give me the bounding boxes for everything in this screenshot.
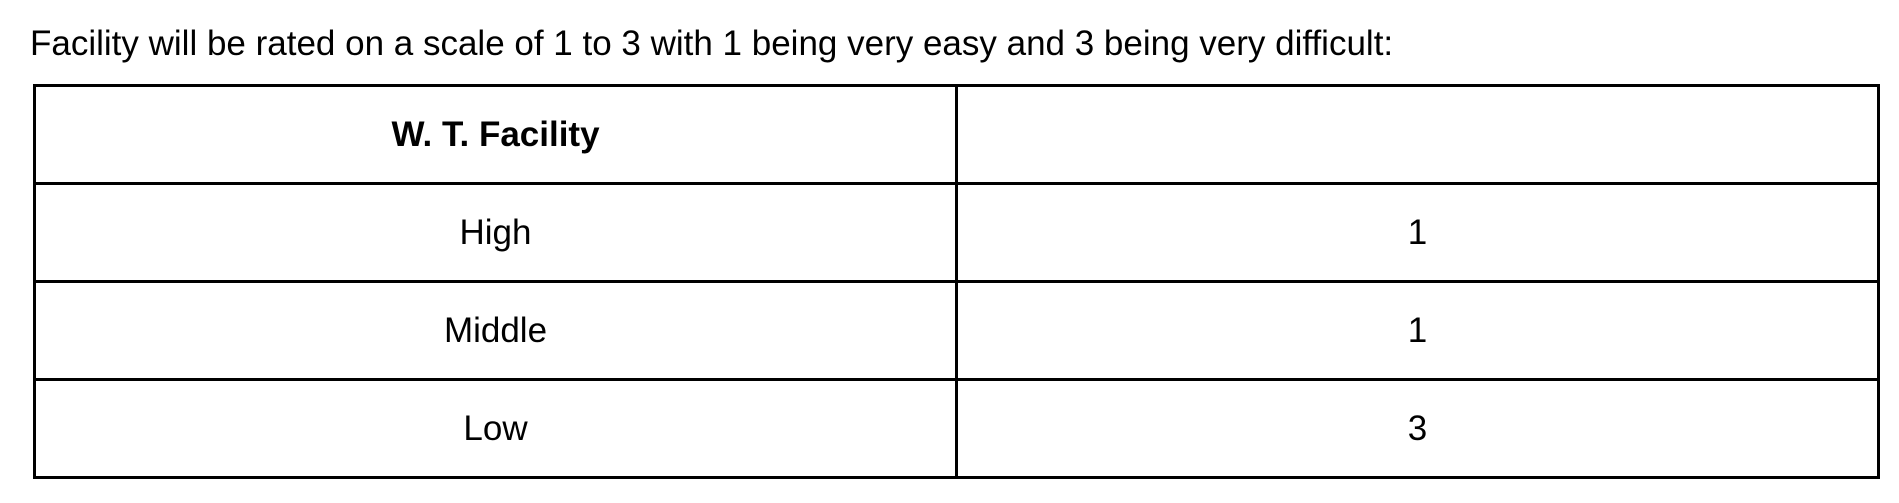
table-row: Low 3 <box>33 378 1880 479</box>
facility-level-cell: Low <box>33 378 958 479</box>
facility-column-header: W. T. Facility <box>33 84 958 185</box>
rating-value-cell: 1 <box>955 280 1880 381</box>
rating-column-header <box>955 84 1880 185</box>
table-row: High 1 <box>33 182 1880 283</box>
facility-rating-table: W. T. Facility High 1 Middle 1 Low 3 <box>33 84 1880 479</box>
facility-level-cell: Middle <box>33 280 958 381</box>
rating-scale-caption: Facility will be rated on a scale of 1 t… <box>30 24 1394 63</box>
table-header-row: W. T. Facility <box>33 84 1880 185</box>
rating-value-cell: 3 <box>955 378 1880 479</box>
rating-value-cell: 1 <box>955 182 1880 283</box>
table-row: Middle 1 <box>33 280 1880 381</box>
facility-level-cell: High <box>33 182 958 283</box>
